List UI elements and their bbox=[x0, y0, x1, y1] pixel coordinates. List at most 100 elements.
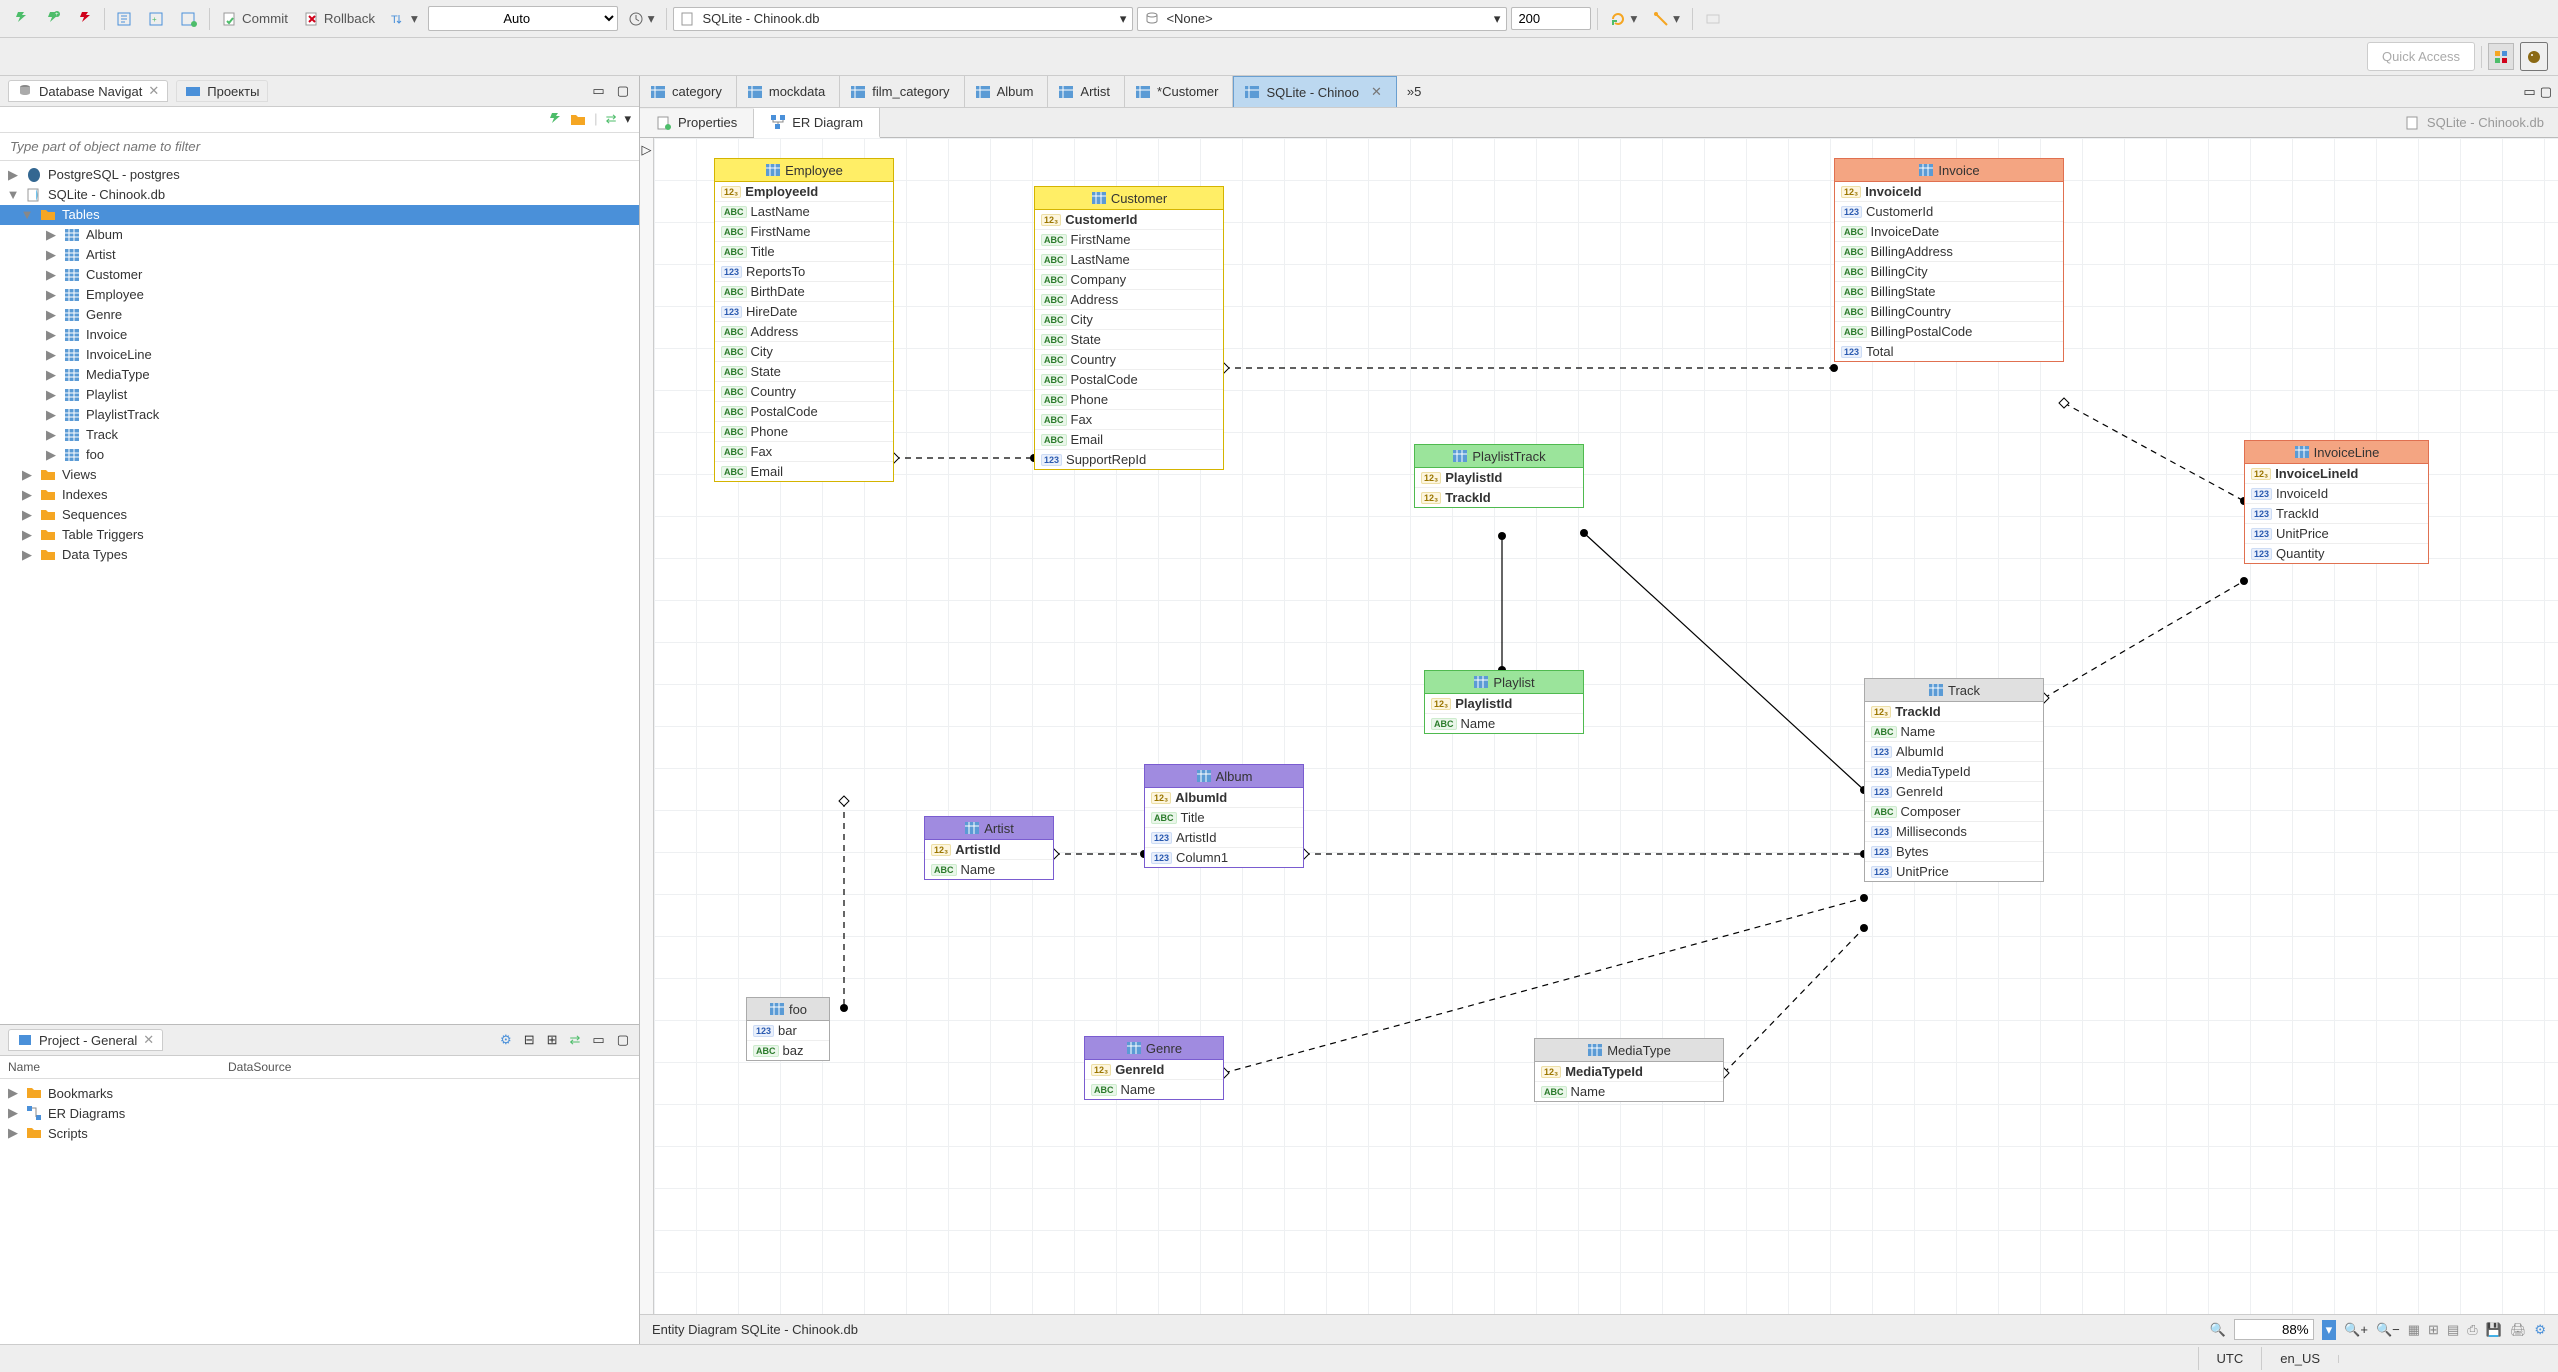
entity-column[interactable]: ABCName bbox=[1865, 722, 2043, 742]
close-icon[interactable]: ✕ bbox=[143, 1032, 154, 1048]
layout-icon[interactable]: ▦ bbox=[2408, 1322, 2420, 1338]
entity-column[interactable]: 123AlbumId bbox=[1865, 742, 2043, 762]
entity-column[interactable]: ABCEmail bbox=[1035, 430, 1223, 450]
entity-column[interactable]: ABCPostalCode bbox=[715, 402, 893, 422]
entity-column[interactable]: 123SupportRepId bbox=[1035, 450, 1223, 469]
entity-header[interactable]: Invoice bbox=[1835, 159, 2063, 182]
expand-arrow-icon[interactable]: ▶ bbox=[44, 387, 58, 403]
expand-arrow-icon[interactable]: ▶ bbox=[20, 507, 34, 523]
entity-header[interactable]: PlaylistTrack bbox=[1415, 445, 1583, 468]
entity-column[interactable]: ABCComposer bbox=[1865, 802, 2043, 822]
commit-button[interactable]: Commit bbox=[216, 9, 294, 29]
expand-arrow-icon[interactable]: ▶ bbox=[44, 267, 58, 283]
entity-header[interactable]: foo bbox=[747, 998, 829, 1021]
perspective-other-icon[interactable] bbox=[2520, 42, 2548, 70]
link-icon[interactable]: ⇄ bbox=[568, 1030, 583, 1050]
editor-tab[interactable]: category bbox=[640, 76, 737, 107]
tree-row[interactable]: ▶Genre bbox=[0, 305, 639, 325]
expand-arrow-icon[interactable]: ▶ bbox=[20, 487, 34, 503]
entity-artist[interactable]: Artist12₃ArtistIdABCName bbox=[924, 816, 1054, 880]
entity-header[interactable]: Artist bbox=[925, 817, 1053, 840]
expand-arrow-icon[interactable]: ▶ bbox=[44, 447, 58, 463]
properties-tab[interactable]: Properties bbox=[640, 109, 754, 137]
entity-column[interactable]: 12₃GenreId bbox=[1085, 1060, 1223, 1080]
save-icon[interactable]: 💾 bbox=[2486, 1322, 2502, 1338]
maximize-icon[interactable]: ▢ bbox=[615, 81, 631, 101]
tree-row[interactable]: ▶Invoice bbox=[0, 325, 639, 345]
timezone-cell[interactable]: UTC bbox=[2198, 1347, 2262, 1370]
entity-column[interactable]: 123InvoiceId bbox=[2245, 484, 2428, 504]
entity-column[interactable]: ABCTitle bbox=[1145, 808, 1303, 828]
attributes-icon[interactable]: ▤ bbox=[2447, 1322, 2459, 1338]
entity-genre[interactable]: Genre12₃GenreIdABCName bbox=[1084, 1036, 1224, 1100]
sql-editor-icon[interactable] bbox=[111, 9, 139, 29]
entity-column[interactable]: 123Total bbox=[1835, 342, 2063, 361]
settings-icon[interactable]: ⚙ bbox=[2534, 1322, 2546, 1338]
entity-column[interactable]: 123Bytes bbox=[1865, 842, 2043, 862]
expand-arrow-icon[interactable]: ▶ bbox=[6, 167, 20, 183]
entity-column[interactable]: 12₃PlaylistId bbox=[1415, 468, 1583, 488]
entity-column[interactable]: 12₃CustomerId bbox=[1035, 210, 1223, 230]
expand-arrow-icon[interactable]: ▶ bbox=[44, 347, 58, 363]
tree-row[interactable]: ▶MediaType bbox=[0, 365, 639, 385]
entity-column[interactable]: 123ReportsTo bbox=[715, 262, 893, 282]
filter-input[interactable] bbox=[0, 133, 639, 161]
close-icon[interactable]: ✕ bbox=[148, 83, 159, 99]
entity-column[interactable]: 123GenreId bbox=[1865, 782, 2043, 802]
entity-header[interactable]: MediaType bbox=[1535, 1039, 1723, 1062]
expand-arrow-icon[interactable]: ▼ bbox=[20, 207, 34, 222]
expand-arrow-icon[interactable]: ▶ bbox=[44, 247, 58, 263]
entity-column[interactable]: ABCFirstName bbox=[715, 222, 893, 242]
entity-column[interactable]: ABCPhone bbox=[715, 422, 893, 442]
unknown-icon[interactable] bbox=[1699, 9, 1727, 29]
editor-tab[interactable]: SQLite - Chinoo ✕ bbox=[1233, 76, 1396, 107]
entity-column[interactable]: 123UnitPrice bbox=[2245, 524, 2428, 544]
entity-header[interactable]: Customer bbox=[1035, 187, 1223, 210]
entity-column[interactable]: ABCCity bbox=[715, 342, 893, 362]
expand-arrow-icon[interactable]: ▶ bbox=[6, 1125, 20, 1141]
entity-employee[interactable]: Employee12₃EmployeeIdABCLastNameABCFirst… bbox=[714, 158, 894, 482]
entity-column[interactable]: ABCFax bbox=[1035, 410, 1223, 430]
entity-column[interactable]: ABCEmail bbox=[715, 462, 893, 481]
er-diagram-tab[interactable]: ER Diagram bbox=[754, 108, 880, 138]
navigator-tab[interactable]: Database Navigat ✕ bbox=[8, 80, 168, 102]
entity-column[interactable]: ABCName bbox=[925, 860, 1053, 879]
zoom-out-icon[interactable]: 🔍− bbox=[2376, 1322, 2400, 1338]
entity-invoiceline[interactable]: InvoiceLine12₃InvoiceLineId123InvoiceId1… bbox=[2244, 440, 2429, 564]
entity-column[interactable]: 123Milliseconds bbox=[1865, 822, 2043, 842]
tree-row[interactable]: ▶Bookmarks bbox=[0, 1083, 639, 1103]
projects-tab[interactable]: Проекты bbox=[176, 80, 268, 102]
tx-mode-icon[interactable]: T▾ bbox=[385, 9, 424, 29]
tree-row[interactable]: ▼Tables bbox=[0, 205, 639, 225]
tabs-overflow[interactable]: »5 bbox=[1397, 80, 1431, 103]
entity-column[interactable]: 12₃InvoiceLineId bbox=[2245, 464, 2428, 484]
er-diagram-canvas[interactable]: ▷ Employee12₃EmployeeIdABCLastNameABCFir… bbox=[640, 138, 2558, 1314]
entity-column[interactable]: ABCBillingPostalCode bbox=[1835, 322, 2063, 342]
expand-arrow-icon[interactable]: ▶ bbox=[44, 367, 58, 383]
perspective-dbeaver-icon[interactable] bbox=[2488, 43, 2514, 69]
palette-toggle[interactable]: ▷ bbox=[640, 138, 654, 1314]
editor-tab[interactable]: Artist bbox=[1048, 76, 1125, 107]
project-tab[interactable]: Project - General ✕ bbox=[8, 1029, 163, 1051]
entity-column[interactable]: ABCbaz bbox=[747, 1041, 829, 1060]
tree-row[interactable]: ▶Indexes bbox=[0, 485, 639, 505]
tree-row[interactable]: ▶Playlist bbox=[0, 385, 639, 405]
expand-arrow-icon[interactable]: ▼ bbox=[6, 187, 20, 202]
entity-column[interactable]: 12₃ArtistId bbox=[925, 840, 1053, 860]
entity-column[interactable]: ABCFirstName bbox=[1035, 230, 1223, 250]
export-icon[interactable]: ⎙ bbox=[2467, 1322, 2477, 1338]
expand-arrow-icon[interactable]: ▶ bbox=[44, 287, 58, 303]
entity-customer[interactable]: Customer12₃CustomerIdABCFirstNameABCLast… bbox=[1034, 186, 1224, 470]
rows-input[interactable] bbox=[1511, 7, 1591, 30]
connect-icon[interactable] bbox=[6, 9, 34, 29]
editor-tab[interactable]: film_category bbox=[840, 76, 964, 107]
tree-row[interactable]: ▼SQLite - Chinook.db bbox=[0, 185, 639, 205]
entity-track[interactable]: Track12₃TrackIdABCName123AlbumId123Media… bbox=[1864, 678, 2044, 882]
tree-row[interactable]: ▶Customer bbox=[0, 265, 639, 285]
disconnect-icon[interactable] bbox=[70, 9, 98, 29]
entity-column[interactable]: 12₃TrackId bbox=[1865, 702, 2043, 722]
entity-column[interactable]: 123bar bbox=[747, 1021, 829, 1041]
entity-column[interactable]: 123Column1 bbox=[1145, 848, 1303, 867]
expand-all-icon[interactable]: ⊞ bbox=[545, 1030, 560, 1050]
entity-playlisttrack[interactable]: PlaylistTrack12₃PlaylistId12₃TrackId bbox=[1414, 444, 1584, 508]
